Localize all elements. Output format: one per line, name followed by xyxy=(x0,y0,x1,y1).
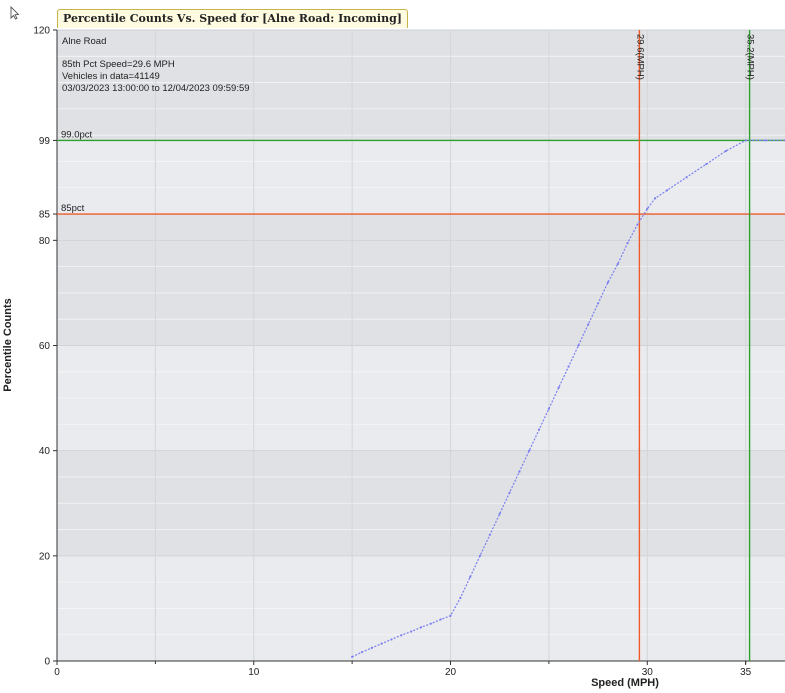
reference-label-y: 99.0pct xyxy=(61,129,93,140)
y-tick-label: 120 xyxy=(33,26,50,37)
series-point xyxy=(400,634,403,637)
x-tick-label: 20 xyxy=(445,667,457,678)
series-point xyxy=(724,149,728,153)
series-point xyxy=(616,262,619,266)
series-point xyxy=(537,428,541,431)
y-tick-label: 80 xyxy=(39,236,51,247)
y-tick-label: 60 xyxy=(39,341,51,352)
series-point xyxy=(380,642,383,645)
reference-label-x: 35.2(MPH) xyxy=(745,34,756,80)
series-point xyxy=(557,386,560,389)
plot-band xyxy=(57,30,785,141)
y-axis-label: Percentile Counts xyxy=(2,298,14,392)
series-point xyxy=(764,139,767,142)
plot-band xyxy=(57,140,785,215)
reference-label-x: 29.6(MPH) xyxy=(634,34,645,80)
mouse-pointer-icon xyxy=(10,5,20,25)
series-point xyxy=(370,646,373,649)
pct85-speed-label: 85th Pct Speed=29.6 MPH xyxy=(62,59,175,70)
series-point xyxy=(654,197,657,200)
series-point xyxy=(518,470,521,473)
y-tick-label: 0 xyxy=(44,657,50,668)
site-name-label: Alne Road xyxy=(62,36,107,47)
reference-label-y: 85pct xyxy=(61,203,85,214)
series-point xyxy=(508,491,511,494)
series-point xyxy=(744,139,747,142)
series-point xyxy=(577,344,580,347)
series-point xyxy=(498,512,501,515)
vehicle-count-label: Vehicles in data=41149 xyxy=(62,71,160,82)
series-point xyxy=(606,281,610,284)
series-point xyxy=(685,176,688,179)
series-point xyxy=(360,650,364,654)
series-point xyxy=(636,223,639,226)
chart-title-tab[interactable]: Percentile Counts Vs. Speed for [Alne Ro… xyxy=(57,9,408,28)
series-point xyxy=(547,407,550,410)
series-point xyxy=(567,365,570,368)
series-point xyxy=(587,323,590,326)
series-point xyxy=(459,596,462,600)
series-point xyxy=(478,554,482,557)
series-point xyxy=(469,575,472,578)
series-point xyxy=(665,189,669,192)
y-tick-label: 40 xyxy=(39,446,51,457)
series-point xyxy=(646,207,649,210)
series-point xyxy=(429,622,432,625)
series-point xyxy=(410,630,413,633)
plot-band xyxy=(57,214,785,346)
series-point xyxy=(390,638,393,641)
y-tick-label: 20 xyxy=(39,551,51,562)
x-tick-label: 35 xyxy=(740,667,752,678)
series-point xyxy=(449,614,452,617)
x-tick-label: 30 xyxy=(642,667,654,678)
series-point xyxy=(626,241,629,245)
y-tick-label: 99 xyxy=(39,136,51,147)
x-tick-label: 0 xyxy=(54,667,60,678)
series-point xyxy=(351,655,354,658)
series-point xyxy=(488,533,491,536)
y-tick-label: 85 xyxy=(39,210,51,221)
series-point xyxy=(528,449,531,452)
series-point xyxy=(705,162,708,166)
date-range-label: 03/03/2023 13:00:00 to 12/04/2023 09:59:… xyxy=(62,83,250,94)
series-point xyxy=(439,618,442,621)
series-point xyxy=(596,302,600,305)
series-point xyxy=(419,626,423,629)
x-tick-label: 10 xyxy=(248,667,260,678)
x-axis-label: Speed (MPH) xyxy=(591,677,659,689)
